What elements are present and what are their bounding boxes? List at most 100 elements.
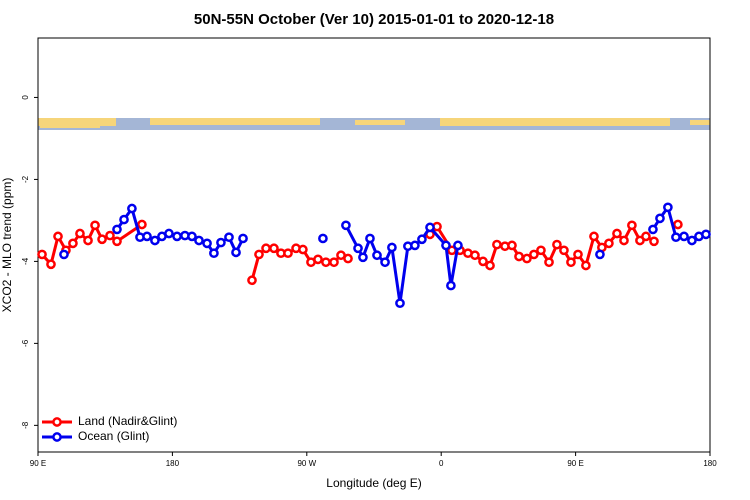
data-point — [164, 228, 174, 239]
data-point — [202, 238, 212, 249]
data-point — [313, 254, 323, 265]
y-tick-label: -8 — [21, 421, 30, 429]
x-tick-label: 0 — [439, 459, 444, 468]
data-point — [142, 231, 152, 242]
data-point — [536, 245, 546, 256]
data-point — [321, 257, 331, 268]
data-point — [341, 220, 351, 231]
y-tick-label: -4 — [21, 257, 30, 265]
data-point — [478, 256, 488, 267]
data-point — [224, 232, 234, 243]
data-point — [283, 248, 293, 259]
data-point — [552, 239, 562, 250]
data-point — [529, 249, 539, 260]
data-point — [410, 240, 420, 251]
data-point — [261, 243, 271, 254]
data-point — [353, 243, 363, 254]
data-point — [595, 249, 605, 260]
x-tick-label: 180 — [166, 459, 180, 468]
data-point — [425, 222, 435, 233]
data-point — [566, 257, 576, 268]
data-point — [679, 231, 689, 242]
data-point — [329, 257, 339, 268]
x-tick-label: 90 E — [567, 459, 583, 468]
legend-marker — [52, 432, 62, 442]
legend-label: Land (Nadir&Glint) — [78, 414, 177, 428]
data-point — [365, 233, 375, 244]
y-tick-label: 0 — [21, 95, 30, 100]
data-point — [559, 245, 569, 256]
data-point — [318, 233, 328, 244]
data-point — [453, 240, 463, 251]
data-point — [612, 228, 622, 239]
data-point — [589, 231, 599, 242]
data-point — [441, 240, 451, 251]
data-point — [492, 239, 502, 250]
data-point — [641, 231, 651, 242]
data-point — [395, 298, 405, 309]
x-axis-title: Longitude (deg E) — [326, 476, 421, 490]
series-line — [344, 224, 460, 304]
data-point — [485, 260, 495, 271]
data-point — [544, 257, 554, 268]
data-point — [112, 236, 122, 247]
chart-title: 50N-55N October (Ver 10) 2015-01-01 to 2… — [194, 11, 554, 28]
data-point — [53, 231, 63, 242]
data-point — [97, 234, 107, 245]
data-point — [231, 247, 241, 258]
legend-marker — [52, 417, 62, 427]
data-point — [37, 249, 47, 260]
data-point — [663, 202, 673, 213]
data-point — [247, 275, 257, 286]
data-point — [627, 220, 637, 231]
x-tick-label: 90 W — [297, 459, 316, 468]
data-point — [105, 230, 115, 241]
data-point — [238, 233, 248, 244]
data-point — [387, 242, 397, 253]
y-tick-label: -2 — [21, 175, 30, 183]
data-point — [446, 280, 456, 291]
x-tick-label: 90 E — [30, 459, 46, 468]
data-point — [507, 240, 517, 251]
data-point — [216, 237, 226, 248]
data-point — [68, 238, 78, 249]
data-point — [687, 235, 697, 246]
data-point — [673, 219, 683, 230]
data-point — [358, 252, 368, 263]
data-point — [701, 229, 711, 240]
data-point — [112, 224, 122, 235]
data-point — [343, 253, 353, 264]
map-strip — [38, 118, 710, 130]
data-point — [75, 228, 85, 239]
data-point — [150, 235, 160, 246]
data-point — [127, 203, 137, 214]
data-point — [90, 220, 100, 231]
data-point — [604, 238, 614, 249]
y-tick-label: -6 — [21, 339, 30, 347]
legend-label: Ocean (Glint) — [78, 429, 149, 443]
data-point — [172, 231, 182, 242]
data-point — [194, 235, 204, 246]
data-point — [671, 232, 681, 243]
data-point — [514, 251, 524, 262]
data-point — [298, 244, 308, 255]
series-line — [115, 205, 245, 256]
data-point — [619, 235, 629, 246]
data-point — [137, 219, 147, 230]
y-axis-title: XCO2 - MLO trend (ppm) — [0, 178, 14, 313]
data-point — [209, 248, 219, 259]
data-point — [649, 236, 659, 247]
data-point — [470, 250, 480, 261]
data-point — [581, 260, 591, 271]
plot-frame — [37, 37, 711, 453]
x-tick-label: 180 — [703, 459, 717, 468]
data-point — [655, 213, 665, 224]
series-line — [40, 221, 143, 268]
data-point — [522, 253, 532, 264]
data-point — [372, 250, 382, 261]
data-point — [119, 214, 129, 225]
data-point — [59, 249, 69, 260]
data-point — [573, 249, 583, 260]
data-point — [380, 257, 390, 268]
